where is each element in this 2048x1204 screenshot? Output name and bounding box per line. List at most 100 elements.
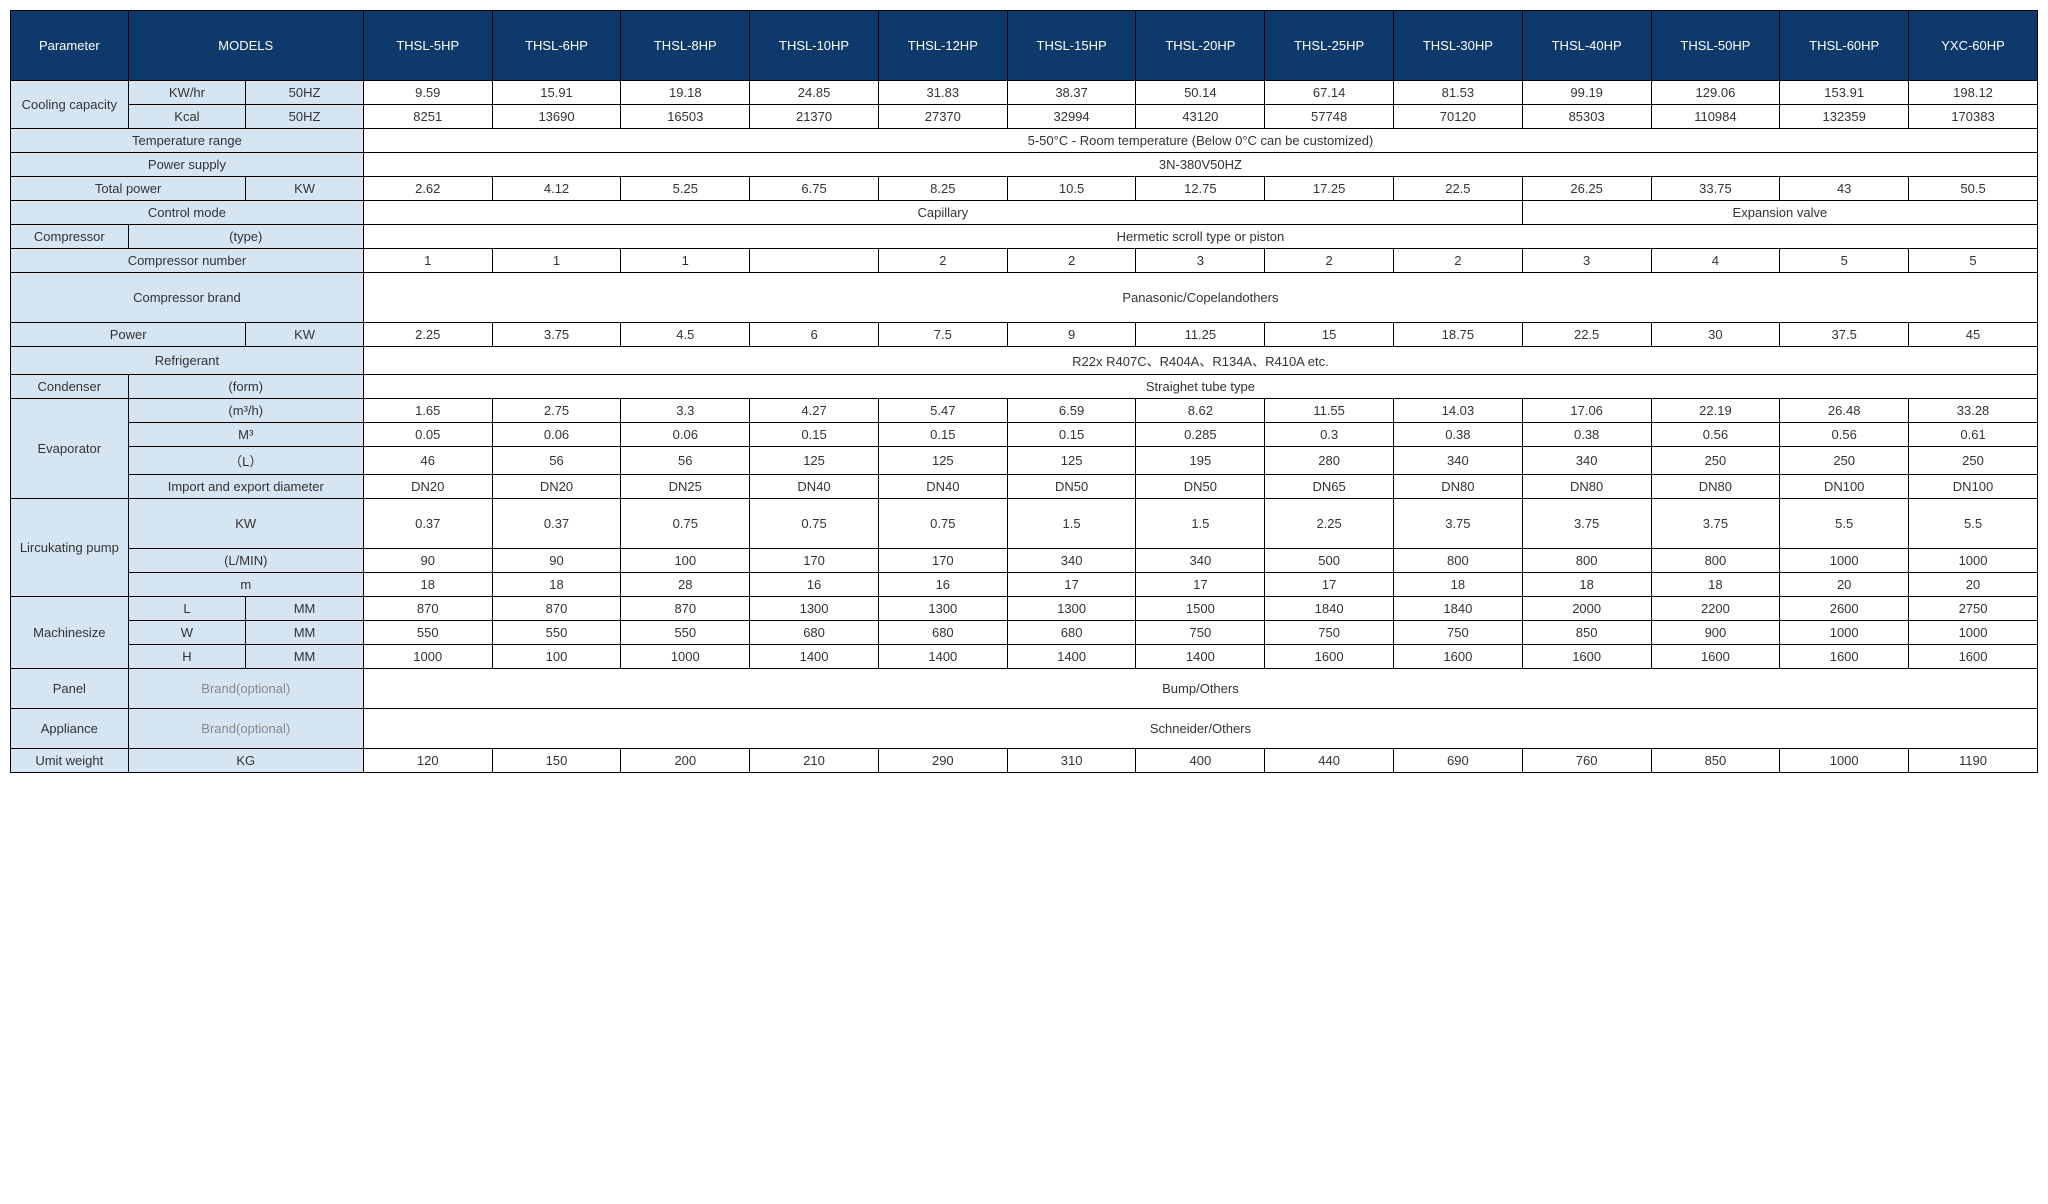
- cell: 31.83: [878, 81, 1007, 105]
- cell: 17: [1136, 573, 1265, 597]
- pump-lmin-label: (L/MIN): [128, 549, 363, 573]
- cell: 125: [878, 447, 1007, 475]
- cell: 5.25: [621, 177, 750, 201]
- cell: 800: [1394, 549, 1523, 573]
- header-row: Parameter MODELS THSL-5HP THSL-6HP THSL-…: [11, 11, 2038, 81]
- cell: 500: [1265, 549, 1394, 573]
- weight-label: Umit weight: [11, 749, 129, 773]
- cell: 20: [1909, 573, 2038, 597]
- cell: 30: [1651, 323, 1780, 347]
- cell: 340: [1007, 549, 1136, 573]
- cell: 22.5: [1522, 323, 1651, 347]
- row-evap-dia: Import and export diameter DN20DN20DN25D…: [11, 475, 2038, 499]
- cell: 67.14: [1265, 81, 1394, 105]
- cell: 21370: [750, 105, 879, 129]
- cell: 90: [492, 549, 621, 573]
- th-model: THSL-30HP: [1394, 11, 1523, 81]
- row-evap-l: （L） 465656125125125195280340340250250250: [11, 447, 2038, 475]
- cell: 56: [621, 447, 750, 475]
- cell: 400: [1136, 749, 1265, 773]
- cell: 1840: [1265, 597, 1394, 621]
- cell: 440: [1265, 749, 1394, 773]
- cell: 14.03: [1394, 399, 1523, 423]
- cell: 125: [1007, 447, 1136, 475]
- cell: DN20: [363, 475, 492, 499]
- cell: 290: [878, 749, 1007, 773]
- cell: 2: [1265, 249, 1394, 273]
- size-h-label: H: [128, 645, 246, 669]
- cell: 750: [1136, 621, 1265, 645]
- cell: 1300: [878, 597, 1007, 621]
- cell: DN50: [1136, 475, 1265, 499]
- cell: 3.75: [1522, 499, 1651, 549]
- row-cooling-kw: Cooling capacity KW/hr 50HZ 9.5915.9119.…: [11, 81, 2038, 105]
- th-model: THSL-15HP: [1007, 11, 1136, 81]
- appliance-value: Schneider/Others: [363, 709, 2037, 749]
- cell: 870: [363, 597, 492, 621]
- row-appliance: Appliance Brand(optional) Schneider/Othe…: [11, 709, 2038, 749]
- cell: 3: [1136, 249, 1265, 273]
- th-model: THSL-8HP: [621, 11, 750, 81]
- cell: 150: [492, 749, 621, 773]
- cell: 26.48: [1780, 399, 1909, 423]
- cell: 6.75: [750, 177, 879, 201]
- cell: 850: [1651, 749, 1780, 773]
- th-model: THSL-50HP: [1651, 11, 1780, 81]
- evaporator-label: Evaporator: [11, 399, 129, 499]
- kwhr-label: KW/hr: [128, 81, 246, 105]
- cell: 2.75: [492, 399, 621, 423]
- cell: 870: [492, 597, 621, 621]
- cell: 38.37: [1007, 81, 1136, 105]
- th-model: THSL-40HP: [1522, 11, 1651, 81]
- cell: 0.38: [1522, 423, 1651, 447]
- cell: 680: [750, 621, 879, 645]
- row-compressor-type: Compressor (type) Hermetic scroll type o…: [11, 225, 2038, 249]
- cell: 17: [1265, 573, 1394, 597]
- cell: 0.15: [750, 423, 879, 447]
- cell: 0.37: [492, 499, 621, 549]
- evap-m3-label: M³: [128, 423, 363, 447]
- brand-optional: Brand(optional): [128, 669, 363, 709]
- panel-value: Bump/Others: [363, 669, 2037, 709]
- cell: 28: [621, 573, 750, 597]
- evap-m3h-label: (m³/h): [128, 399, 363, 423]
- cell: 550: [363, 621, 492, 645]
- cell: 750: [1394, 621, 1523, 645]
- cell: 0.06: [492, 423, 621, 447]
- cell: DN40: [878, 475, 1007, 499]
- cell: 17: [1007, 573, 1136, 597]
- cell: 1000: [1909, 621, 2038, 645]
- cell: 32994: [1007, 105, 1136, 129]
- cell: 2.25: [1265, 499, 1394, 549]
- cell: 18: [1394, 573, 1523, 597]
- cell: 16: [878, 573, 1007, 597]
- cell: 18: [1651, 573, 1780, 597]
- cell: 340: [1136, 549, 1265, 573]
- cell: 800: [1651, 549, 1780, 573]
- cell: 2000: [1522, 597, 1651, 621]
- cell: 0.05: [363, 423, 492, 447]
- cell: 8.62: [1136, 399, 1265, 423]
- compressor-type-label: (type): [128, 225, 363, 249]
- cell: 4: [1651, 249, 1780, 273]
- cell: 2: [1394, 249, 1523, 273]
- kw-unit: KW: [246, 177, 364, 201]
- cell: 10.5: [1007, 177, 1136, 201]
- cell: 3: [1522, 249, 1651, 273]
- cell: 0.37: [363, 499, 492, 549]
- cell: 18.75: [1394, 323, 1523, 347]
- row-size-h: H MM 10001001000140014001400140016001600…: [11, 645, 2038, 669]
- cell: 11.55: [1265, 399, 1394, 423]
- row-power-supply: Power supply 3N-380V50HZ: [11, 153, 2038, 177]
- cell: 2: [1007, 249, 1136, 273]
- cell: 27370: [878, 105, 1007, 129]
- power-label: Power: [11, 323, 246, 347]
- cell: 81.53: [1394, 81, 1523, 105]
- size-w-label: W: [128, 621, 246, 645]
- cell: 4.12: [492, 177, 621, 201]
- condenser-form-value: Straighet tube type: [363, 375, 2037, 399]
- th-model: THSL-10HP: [750, 11, 879, 81]
- condenser-label: Condenser: [11, 375, 129, 399]
- cell: 0.15: [1007, 423, 1136, 447]
- cell: 43: [1780, 177, 1909, 201]
